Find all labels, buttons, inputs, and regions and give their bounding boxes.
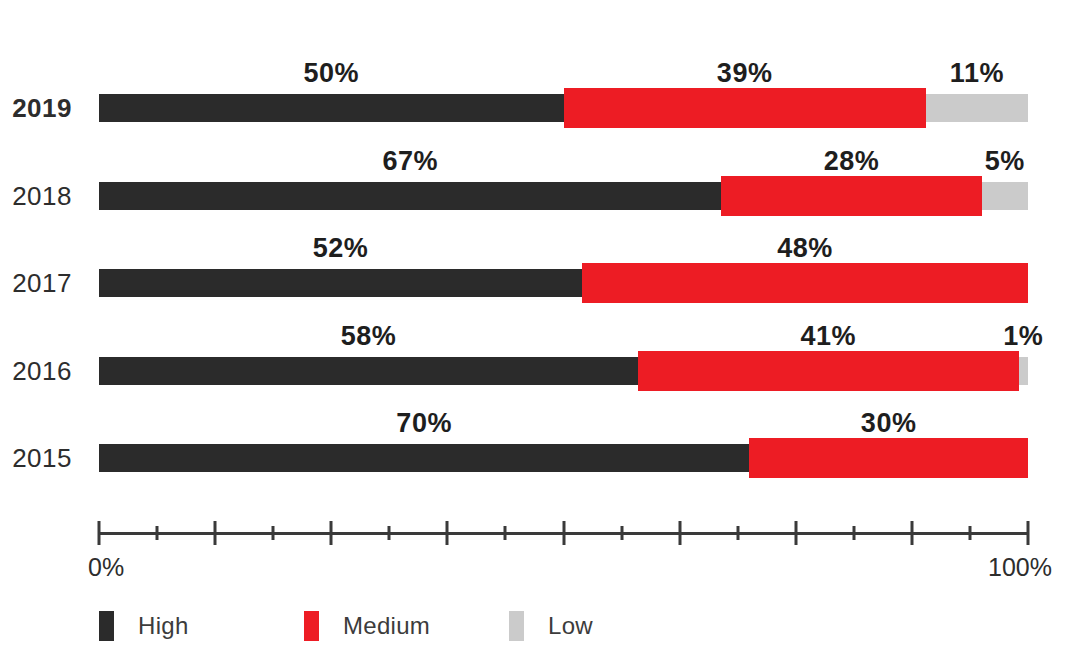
bar-segment-high (99, 94, 564, 122)
data-label-medium: 41% (800, 323, 856, 349)
bar-segment-medium (721, 176, 981, 216)
data-label-high: 50% (303, 60, 359, 86)
legend-label-high: High (138, 612, 189, 640)
data-labels: 58%41%1% (99, 323, 1028, 349)
x-axis (99, 521, 1028, 545)
category-label: 2015 (0, 438, 72, 478)
data-label-high: 67% (382, 148, 438, 174)
axis-max-label: 100% (988, 553, 1052, 581)
bar-segment-medium (638, 351, 1019, 391)
bar-row-2018: 2018 67% 28% 5% (0, 148, 1080, 236)
bar-segment-high (99, 357, 638, 385)
category-label: 2016 (0, 351, 72, 391)
bar-segment-medium (749, 438, 1028, 478)
legend-item-low: Low (509, 611, 714, 641)
data-labels: 52% 48% (99, 235, 1028, 261)
axis-tick (910, 521, 913, 545)
bar-segment-high (99, 269, 582, 297)
axis-tick (852, 526, 855, 540)
axis-tick (562, 521, 565, 545)
bar-segment-low (926, 94, 1028, 122)
axis-tick (620, 526, 623, 540)
bar-track (99, 438, 1028, 478)
data-label-low: 11% (950, 60, 1004, 86)
legend-label-medium: Medium (343, 612, 430, 640)
axis-tick (736, 526, 739, 540)
data-label-medium: 48% (777, 235, 833, 261)
axis-tick (388, 526, 391, 540)
data-label-medium: 30% (861, 410, 917, 436)
axis-tick (446, 521, 449, 545)
data-label-low: 1% (1003, 323, 1043, 349)
data-label-medium: 39% (717, 60, 773, 86)
axis-tick (98, 521, 101, 545)
data-label-high: 58% (341, 323, 397, 349)
bar-row-2017: 2017 52% 48% (0, 235, 1080, 323)
axis-tick (1027, 521, 1030, 545)
axis-tick (794, 521, 797, 545)
legend-swatch-high (99, 611, 114, 641)
bar-segment-high (99, 182, 721, 210)
axis-tick (214, 521, 217, 545)
bar-track (99, 263, 1028, 303)
axis-min-label: 0% (88, 553, 124, 581)
bar-row-2016: 2016 58% 41% 1% (0, 323, 1080, 411)
bar-segment-low (982, 182, 1028, 210)
axis-tick (272, 526, 275, 540)
category-label: 2018 (0, 176, 72, 216)
axis-tick (678, 521, 681, 545)
data-label-low: 5% (985, 148, 1025, 174)
bar-track (99, 351, 1028, 391)
bar-segment-low (1019, 357, 1028, 385)
bar-segment-medium (582, 263, 1028, 303)
bar-segment-high (99, 444, 749, 472)
legend-swatch-low (509, 611, 524, 641)
category-label: 2019 (0, 88, 72, 128)
bar-row-2019: 2019 50% 39% 11% (0, 60, 1080, 148)
axis-tick (156, 526, 159, 540)
data-label-high: 70% (396, 410, 452, 436)
axis-tick (968, 526, 971, 540)
data-labels: 50% 39% 11% (99, 60, 1028, 86)
legend-item-medium: Medium (304, 611, 509, 641)
bar-row-2015: 2015 70% 30% (0, 410, 1080, 498)
legend: High Medium Low (99, 611, 714, 641)
chart-page: 2019 50% 39% 11% 2018 67% 28% 5% 2017 52% 48% 2016 5… (0, 0, 1080, 671)
axis-tick (330, 521, 333, 545)
data-labels: 67% 28% 5% (99, 148, 1028, 174)
legend-label-low: Low (548, 612, 593, 640)
bar-track (99, 176, 1028, 216)
axis-tick (504, 526, 507, 540)
category-label: 2017 (0, 263, 72, 303)
bar-track (99, 88, 1028, 128)
bar-segment-medium (564, 88, 926, 128)
data-labels: 70% 30% (99, 410, 1028, 436)
legend-swatch-medium (304, 611, 319, 641)
data-label-high: 52% (313, 235, 369, 261)
data-label-medium: 28% (824, 148, 880, 174)
legend-item-high: High (99, 611, 304, 641)
